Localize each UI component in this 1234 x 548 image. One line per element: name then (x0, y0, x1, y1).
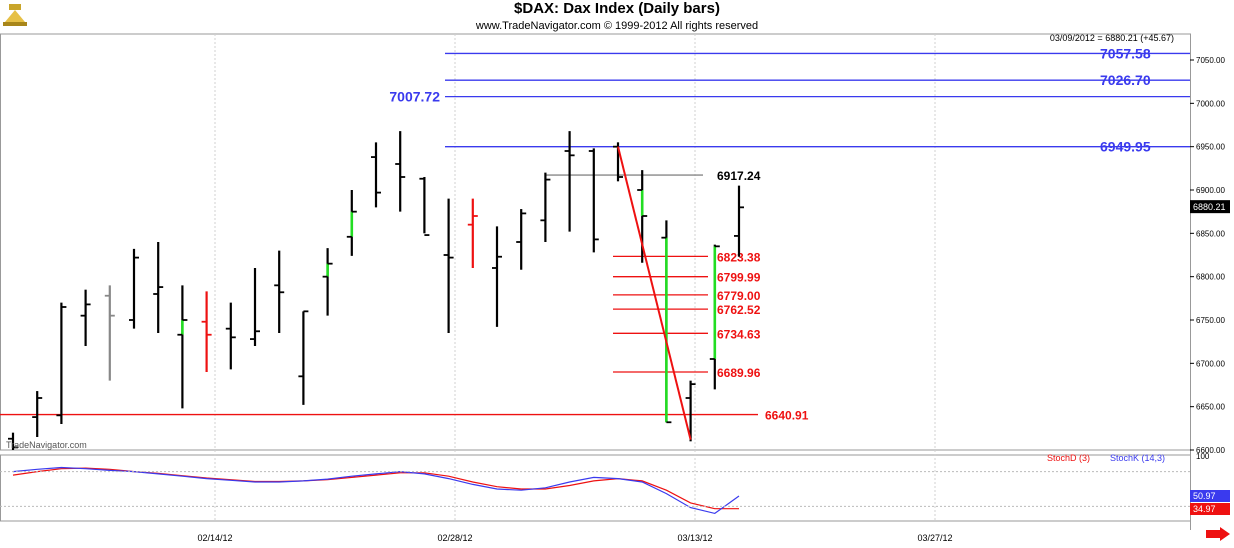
x-tick-label: 02/28/12 (437, 533, 472, 543)
level-label: 7057.58 (1100, 45, 1151, 61)
x-tick-label: 03/27/12 (917, 533, 952, 543)
copyright-text: www.TradeNavigator.com © 1999-2012 All r… (475, 20, 759, 32)
y-tick-label: 6650.00 (1196, 403, 1225, 412)
stochk-value-label: 50.97 (1193, 491, 1216, 501)
stochk-label: StochK (14,3) (1110, 453, 1166, 463)
trend-line (617, 146, 692, 440)
level-label: 6799.99 (717, 271, 761, 285)
level-label: 6823.38 (717, 250, 761, 264)
y-tick-label: 7000.00 (1196, 99, 1225, 108)
level-label: 6779.00 (717, 289, 761, 303)
x-tick-label: 03/13/12 (677, 533, 712, 543)
y-tick-label: 6850.00 (1196, 229, 1225, 238)
level-label: 6917.24 (717, 169, 761, 183)
price-panel-frame (0, 33, 1191, 451)
y-tick-label: 6750.00 (1196, 316, 1225, 325)
y-tick-label: 7050.00 (1196, 56, 1225, 65)
y-tick-label: 6800.00 (1196, 273, 1225, 282)
current-price-label: 6880.21 (1193, 202, 1226, 212)
stochd-label: StochD (3) (1047, 453, 1091, 463)
stochd-value-box (1190, 503, 1230, 515)
level-label: 6689.96 (717, 366, 761, 380)
level-label: 7026.70 (1100, 72, 1151, 88)
watermark-text: TradeNavigator.com (6, 440, 87, 450)
y-tick-label: 6950.00 (1196, 143, 1225, 152)
y-tick-label: 6600.00 (1196, 446, 1225, 455)
x-tick-label: 02/14/12 (197, 533, 232, 543)
level-label: 6734.63 (717, 327, 761, 341)
y-tick-label: 6900.00 (1196, 186, 1225, 195)
current-price-box (1190, 200, 1230, 214)
level-label: 6949.95 (1100, 139, 1151, 155)
y-tick-label: 6700.00 (1196, 359, 1225, 368)
price-readout: 03/09/2012 = 6880.21 (+45.67) (1049, 33, 1174, 43)
stochd-value-label: 34.97 (1193, 504, 1216, 514)
scroll-right-arrow-icon[interactable] (1206, 527, 1230, 546)
level-label: 6762.52 (717, 303, 761, 317)
trade-navigator-logo-icon (0, 0, 30, 30)
stoch-y-tick-label: 100 (1196, 452, 1210, 461)
stochk-value-box (1190, 490, 1230, 502)
chart-title: $DAX: Dax Index (Daily bars) (514, 0, 720, 17)
stochastic-panel-frame (0, 454, 1191, 522)
level-label: 7007.72 (389, 89, 440, 105)
level-label: 6640.91 (765, 409, 809, 423)
